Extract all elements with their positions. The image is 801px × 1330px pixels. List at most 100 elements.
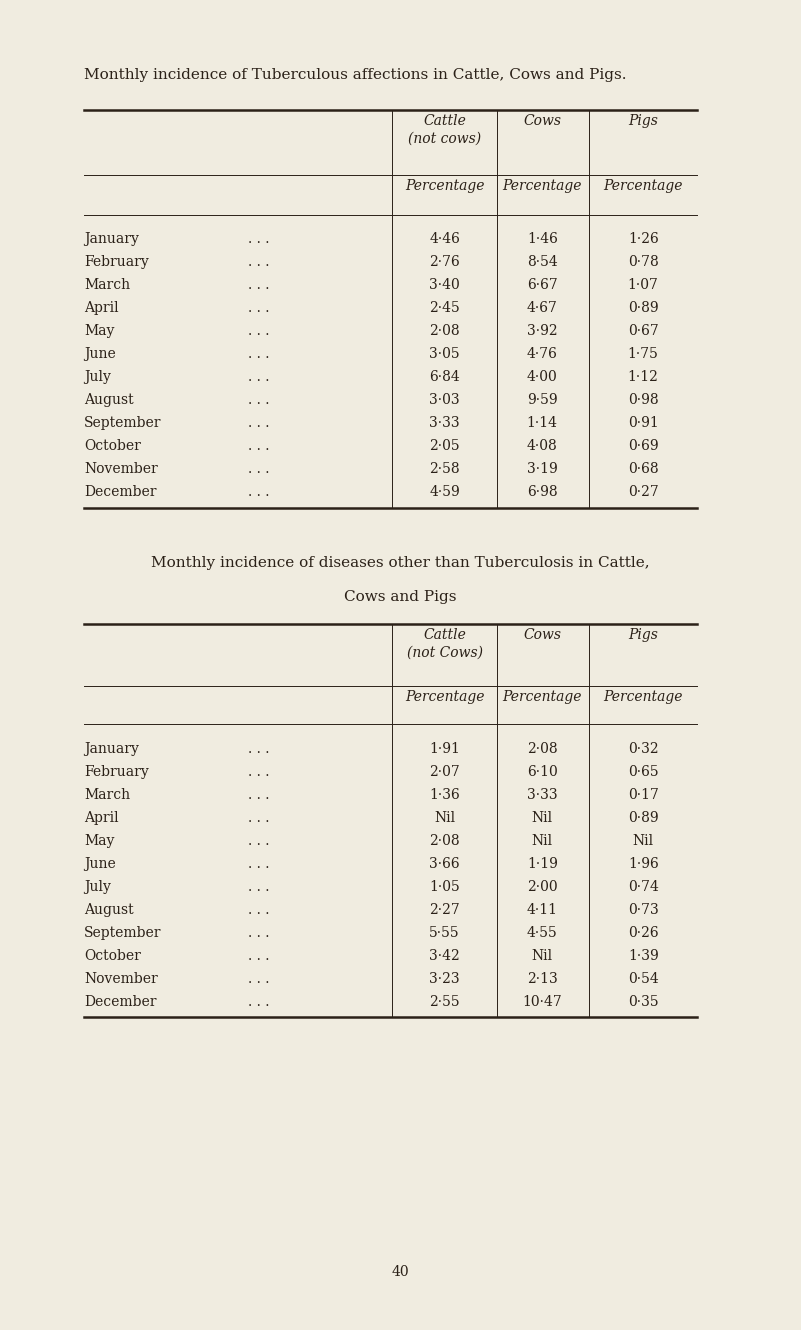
Text: May: May	[84, 325, 115, 338]
Text: 2·58: 2·58	[429, 462, 460, 476]
Text: 40: 40	[392, 1265, 409, 1279]
Text: February: February	[84, 255, 149, 269]
Text: 0·35: 0·35	[628, 995, 658, 1009]
Text: June: June	[84, 347, 116, 360]
Text: September: September	[84, 416, 162, 430]
Text: October: October	[84, 950, 141, 963]
Text: 4·55: 4·55	[527, 926, 557, 940]
Text: July: July	[84, 880, 111, 894]
Text: 4·11: 4·11	[527, 903, 557, 916]
Text: 0·54: 0·54	[628, 972, 658, 986]
Text: 4·00: 4·00	[527, 370, 557, 384]
Text: 1·12: 1·12	[628, 370, 658, 384]
Text: . . .: . . .	[248, 347, 270, 360]
Text: 6·98: 6·98	[527, 485, 557, 499]
Text: 2·07: 2·07	[429, 765, 460, 779]
Text: 6·84: 6·84	[429, 370, 460, 384]
Text: Monthly incidence of Tuberculous affections in Cattle, Cows and Pigs.: Monthly incidence of Tuberculous affecti…	[84, 68, 626, 82]
Text: 2·55: 2·55	[429, 995, 460, 1009]
Text: 3·33: 3·33	[527, 787, 557, 802]
Text: . . .: . . .	[248, 392, 270, 407]
Text: 6·10: 6·10	[527, 765, 557, 779]
Text: Cows: Cows	[523, 628, 562, 642]
Text: 4·46: 4·46	[429, 231, 460, 246]
Text: . . .: . . .	[248, 742, 270, 755]
Text: 9·59: 9·59	[527, 392, 557, 407]
Text: 0·68: 0·68	[628, 462, 658, 476]
Text: 0·32: 0·32	[628, 742, 658, 755]
Text: . . .: . . .	[248, 903, 270, 916]
Text: 2·76: 2·76	[429, 255, 460, 269]
Text: October: October	[84, 439, 141, 454]
Text: 4·76: 4·76	[527, 347, 557, 360]
Text: 4·67: 4·67	[527, 301, 557, 315]
Text: 2·27: 2·27	[429, 903, 460, 916]
Text: September: September	[84, 926, 162, 940]
Text: . . .: . . .	[248, 485, 270, 499]
Text: 0·69: 0·69	[628, 439, 658, 454]
Text: 1·19: 1·19	[527, 857, 557, 871]
Text: 3·33: 3·33	[429, 416, 460, 430]
Text: 1·91: 1·91	[429, 742, 460, 755]
Text: November: November	[84, 462, 158, 476]
Text: . . .: . . .	[248, 926, 270, 940]
Text: 4·59: 4·59	[429, 485, 460, 499]
Text: . . .: . . .	[248, 439, 270, 454]
Text: April: April	[84, 301, 119, 315]
Text: 2·05: 2·05	[429, 439, 460, 454]
Text: Monthly incidence of diseases other than Tuberculosis in Cattle,: Monthly incidence of diseases other than…	[151, 556, 650, 571]
Text: . . .: . . .	[248, 811, 270, 825]
Text: . . .: . . .	[248, 857, 270, 871]
Text: 4·08: 4·08	[527, 439, 557, 454]
Text: 2·00: 2·00	[527, 880, 557, 894]
Text: Nil: Nil	[434, 811, 455, 825]
Text: 3·40: 3·40	[429, 278, 460, 293]
Text: 3·19: 3·19	[527, 462, 557, 476]
Text: 0·89: 0·89	[628, 301, 658, 315]
Text: 1·39: 1·39	[628, 950, 658, 963]
Text: 0·65: 0·65	[628, 765, 658, 779]
Text: . . .: . . .	[248, 950, 270, 963]
Text: Nil: Nil	[532, 950, 553, 963]
Text: 0·17: 0·17	[628, 787, 658, 802]
Text: . . .: . . .	[248, 880, 270, 894]
Text: . . .: . . .	[248, 416, 270, 430]
Text: Nil: Nil	[532, 834, 553, 849]
Text: January: January	[84, 742, 139, 755]
Text: . . .: . . .	[248, 255, 270, 269]
Text: Nil: Nil	[532, 811, 553, 825]
Text: June: June	[84, 857, 116, 871]
Text: 3·92: 3·92	[527, 325, 557, 338]
Text: November: November	[84, 972, 158, 986]
Text: 1·36: 1·36	[429, 787, 460, 802]
Text: 8·54: 8·54	[527, 255, 557, 269]
Text: 3·42: 3·42	[429, 950, 460, 963]
Text: . . .: . . .	[248, 765, 270, 779]
Text: . . .: . . .	[248, 834, 270, 849]
Text: Percentage: Percentage	[603, 690, 683, 704]
Text: 5·55: 5·55	[429, 926, 460, 940]
Text: 3·23: 3·23	[429, 972, 460, 986]
Text: December: December	[84, 485, 157, 499]
Text: . . .: . . .	[248, 231, 270, 246]
Text: 0·67: 0·67	[628, 325, 658, 338]
Text: 0·98: 0·98	[628, 392, 658, 407]
Text: . . .: . . .	[248, 995, 270, 1009]
Text: 0·73: 0·73	[628, 903, 658, 916]
Text: 0·78: 0·78	[628, 255, 658, 269]
Text: Cattle
(not Cows): Cattle (not Cows)	[407, 628, 482, 660]
Text: Percentage: Percentage	[405, 690, 485, 704]
Text: . . .: . . .	[248, 972, 270, 986]
Text: Cows: Cows	[523, 114, 562, 128]
Text: Cattle
(not cows): Cattle (not cows)	[408, 114, 481, 146]
Text: . . .: . . .	[248, 301, 270, 315]
Text: Percentage: Percentage	[502, 180, 582, 193]
Text: July: July	[84, 370, 111, 384]
Text: 6·67: 6·67	[527, 278, 557, 293]
Text: 0·26: 0·26	[628, 926, 658, 940]
Text: 0·27: 0·27	[628, 485, 658, 499]
Text: Percentage: Percentage	[502, 690, 582, 704]
Text: Percentage: Percentage	[603, 180, 683, 193]
Text: January: January	[84, 231, 139, 246]
Text: 2·45: 2·45	[429, 301, 460, 315]
